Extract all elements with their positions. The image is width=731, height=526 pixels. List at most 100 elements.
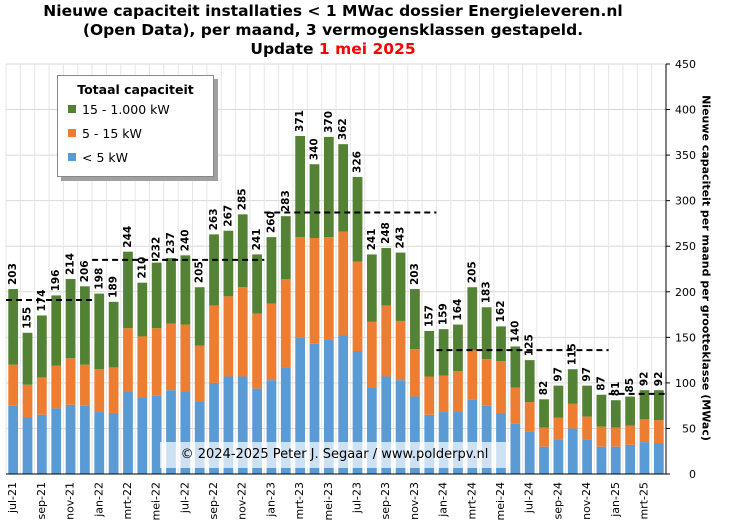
- bar-segment: [137, 282, 148, 337]
- x-axis-ticks: jul-21 sep-21 nov-21 jan-22 mrt-22 mei-22 jul-…: [6, 482, 650, 521]
- bar-segment: [352, 261, 363, 351]
- bar-segment: [567, 369, 578, 404]
- bar-segment: [395, 320, 406, 381]
- bar-segment: [625, 425, 636, 445]
- total-label: 214: [65, 253, 77, 275]
- x-tick-label: mrt-24: [465, 482, 478, 520]
- x-tick-label: nov-24: [580, 482, 593, 520]
- bar-segment: [266, 380, 277, 474]
- x-tick-label: jan-22: [92, 482, 105, 518]
- bar-segment: [108, 412, 119, 474]
- bar-segment: [639, 442, 650, 474]
- bar-segment: [166, 258, 176, 324]
- legend-label-medium: 5 - 15 kW: [82, 125, 142, 141]
- bar-segment: [625, 396, 636, 426]
- bar-segment: [338, 335, 349, 474]
- total-label: 206: [79, 260, 91, 282]
- total-label: 164: [452, 299, 464, 321]
- y-tick-label: 350: [675, 149, 696, 162]
- bar-segment: [582, 385, 592, 417]
- x-tick-label: jul-23: [351, 482, 364, 514]
- bar-segment: [553, 439, 564, 474]
- bar-segment: [8, 289, 19, 365]
- bar-segment: [94, 369, 105, 413]
- total-label: 362: [337, 118, 349, 140]
- bar-segment: [596, 426, 607, 447]
- legend-swatch-large: [68, 105, 76, 113]
- total-label: 232: [151, 237, 163, 259]
- title-line-2: (Open Data), per maand, 3 vermogensklass…: [82, 21, 584, 39]
- title-line-3: Update 1 mei 2025: [0, 40, 666, 59]
- bar-segment: [180, 392, 191, 474]
- bar-segment: [338, 144, 349, 232]
- y-tick-label: 250: [675, 240, 696, 253]
- y-tick-label: 150: [675, 331, 696, 344]
- total-label: 159: [438, 303, 450, 325]
- bar-segment: [610, 446, 621, 474]
- bar-segment: [410, 349, 420, 397]
- bar-segment: [467, 350, 478, 400]
- total-label: 162: [495, 300, 507, 322]
- x-tick-label: mrt-25: [637, 482, 650, 520]
- total-label: 196: [50, 270, 62, 292]
- bar-segment: [65, 358, 76, 405]
- legend-item-small: < 5 kW: [68, 145, 213, 169]
- bar-segment: [424, 330, 435, 377]
- bar-segment: [553, 385, 564, 418]
- total-label: 82: [538, 381, 550, 396]
- bar-segment: [180, 324, 191, 392]
- total-label: 97: [581, 367, 593, 382]
- bar-segment: [194, 401, 205, 474]
- legend-label-large: 15 - 1.000 kW: [82, 101, 170, 117]
- x-tick-label: jul-24: [523, 482, 536, 514]
- x-tick-label: mei-24: [494, 482, 507, 521]
- total-label: 155: [22, 307, 34, 329]
- total-label: 285: [237, 188, 249, 210]
- bar-segment: [237, 376, 248, 474]
- bar-segment: [524, 402, 535, 432]
- x-tick-label: mei-22: [150, 482, 163, 521]
- y-axis-ticks: 0 50 100 150 200 250 300 350 400 450: [666, 58, 696, 481]
- total-label: 326: [352, 151, 364, 173]
- bar-segment: [280, 216, 291, 280]
- y-tick-label: 100: [675, 377, 696, 390]
- bar-segment: [366, 387, 377, 474]
- bar-segment: [8, 405, 19, 474]
- bar-segment: [266, 303, 277, 381]
- bar-segment: [323, 237, 334, 340]
- legend-swatch-medium: [68, 129, 76, 137]
- bar-segment: [625, 444, 636, 474]
- bar-segment: [610, 427, 621, 447]
- x-tick-label: mei-23: [322, 482, 335, 521]
- bar-segment: [51, 295, 62, 366]
- x-tick-label: nov-23: [408, 482, 421, 520]
- total-label: 237: [165, 232, 177, 254]
- bar-segment: [410, 396, 420, 474]
- bar-segment: [123, 328, 133, 392]
- total-label: 198: [93, 268, 105, 290]
- bar-segment: [223, 376, 234, 474]
- bar-segment: [22, 384, 33, 418]
- bar-segment: [223, 230, 234, 297]
- total-label: 92: [653, 372, 665, 387]
- bar-segment: [352, 351, 363, 474]
- bar-segment: [567, 428, 578, 474]
- bar-segment: [80, 364, 90, 406]
- bar-segment: [338, 231, 349, 336]
- total-label: 81: [610, 382, 622, 397]
- bar-segment: [410, 289, 420, 350]
- total-label: 240: [179, 229, 191, 251]
- total-label: 244: [122, 226, 134, 248]
- total-label: 183: [481, 281, 493, 303]
- total-label: 125: [524, 334, 536, 356]
- bar-segment: [610, 400, 621, 428]
- total-label: 263: [208, 208, 220, 230]
- title-update-date: 1 mei 2025: [318, 40, 416, 58]
- bar-segment: [381, 376, 392, 474]
- bar-segment: [194, 287, 205, 346]
- y-tick-label: 400: [675, 104, 696, 117]
- bar-segment: [481, 359, 492, 406]
- total-label: 203: [7, 263, 19, 285]
- bar-segment: [453, 324, 463, 372]
- bar-segment: [524, 431, 535, 474]
